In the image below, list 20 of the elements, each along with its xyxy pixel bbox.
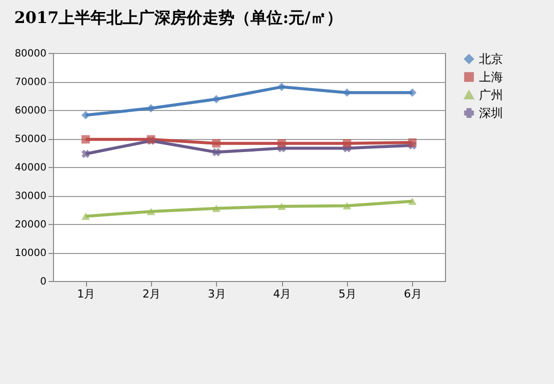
y-tick-label: 80000 [14, 48, 46, 60]
x-tick-label: 6月 [404, 288, 422, 300]
x-tick-label: 5月 [338, 288, 356, 300]
chart-title: 2017上半年北上广深房价走势（单位:元/㎡） [14, 8, 342, 27]
y-tick-label: 50000 [14, 134, 46, 145]
legend-label: 广州 [479, 88, 503, 102]
y-tick-label: 70000 [14, 77, 46, 88]
y-tick-label: 30000 [14, 191, 46, 202]
legend-label: 北京 [479, 52, 503, 66]
y-tick-label: 0 [40, 276, 46, 288]
x-tick-label: 4月 [273, 288, 292, 300]
y-tick-label: 60000 [14, 106, 46, 116]
x-tick-label: 3月 [208, 288, 226, 300]
x-tick-label: 1月 [77, 288, 96, 300]
y-tick-label: 10000 [14, 248, 46, 259]
legend-label: 上海 [479, 70, 503, 84]
y-tick-label: 40000 [14, 162, 46, 174]
legend-label: 深圳 [479, 106, 503, 120]
y-tick-label: 20000 [14, 220, 46, 230]
x-tick-label: 2月 [142, 288, 160, 300]
